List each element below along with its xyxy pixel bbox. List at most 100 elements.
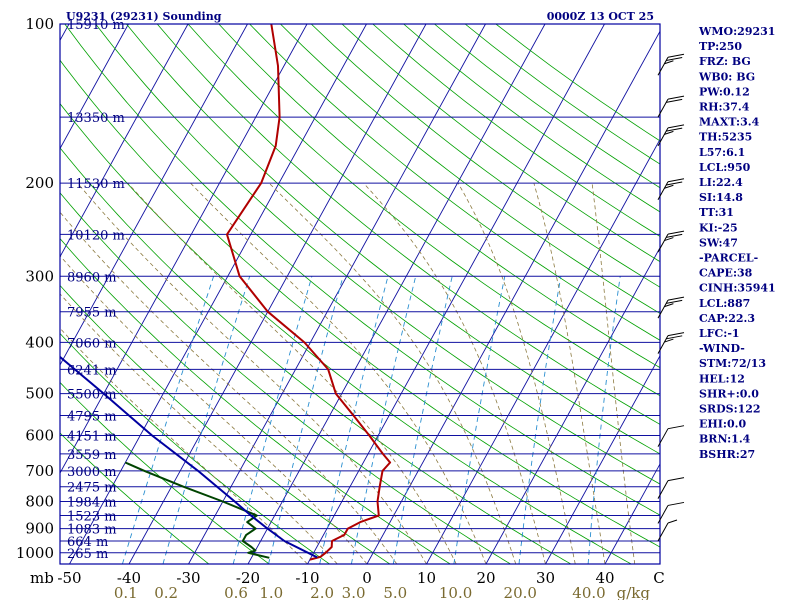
height-label: 15910 m xyxy=(67,18,125,33)
mixing-ratio-unit-label: g/kg xyxy=(617,584,651,600)
wind-barb-flag xyxy=(667,296,685,301)
wind-barb xyxy=(657,332,685,354)
moist-adiabat-line xyxy=(60,211,398,564)
height-label: 4795 m xyxy=(67,410,117,425)
wind-barb xyxy=(657,501,685,524)
wind-barb-staff xyxy=(657,428,669,447)
wind-barb-flag xyxy=(667,332,685,337)
wind-barb-flag xyxy=(667,124,685,129)
pressure-tick-label: 600 xyxy=(25,426,54,444)
wind-barb-flag xyxy=(667,425,685,430)
mixing-ratio-tick-label: 10.0 xyxy=(439,584,472,600)
dry-adiabat-line xyxy=(341,24,660,263)
height-label: 1984 m xyxy=(67,496,117,511)
index-entry: BSHR:27 xyxy=(699,448,755,461)
index-entry: LCL:887 xyxy=(699,297,750,310)
pressure-tick-label: 300 xyxy=(25,267,54,285)
index-entry: PW:0.12 xyxy=(699,85,750,98)
background-grid xyxy=(0,24,660,564)
wind-barb xyxy=(657,95,685,118)
wind-barb-staff xyxy=(657,480,669,499)
temperature-tick-label: -50 xyxy=(57,569,81,587)
pressure-tick-label: 700 xyxy=(25,462,54,480)
mixing-ratio-line xyxy=(392,276,453,564)
pressure-tick-label: 800 xyxy=(25,493,54,511)
pressure-unit-label: mb xyxy=(30,569,54,587)
wind-barb xyxy=(657,519,678,542)
mixing-ratio-tick-label: 0.1 xyxy=(114,584,138,600)
temperature-tick-label: 10 xyxy=(417,569,436,587)
isotherm-line xyxy=(545,354,660,564)
dry-adiabat-line xyxy=(60,59,660,548)
wind-barb-staff xyxy=(657,505,669,524)
height-label: 1523 m xyxy=(67,509,117,524)
dry-adiabat-line xyxy=(95,24,660,485)
index-entry: MAXT:3.4 xyxy=(699,116,760,129)
dry-adiabat-line xyxy=(64,24,660,516)
pressure-tick-label: 200 xyxy=(25,174,54,192)
moist-adiabat-line xyxy=(60,293,338,564)
height-label: 265 m xyxy=(67,547,108,562)
valid-time: 0000Z 13 OCT 25 xyxy=(547,10,654,23)
temperature-unit-label: C xyxy=(653,569,664,587)
temperature-tick-label: 20 xyxy=(476,569,495,587)
wind-barb xyxy=(657,178,685,201)
mixing-ratio-tick-label: 0.2 xyxy=(154,584,178,600)
wind-barb-flag xyxy=(666,98,683,103)
pressure-tick-label: 900 xyxy=(25,520,54,538)
index-entry: TH:5235 xyxy=(699,131,752,144)
height-label: 6241 m xyxy=(67,363,117,378)
height-label: 3000 m xyxy=(67,465,117,480)
mixing-ratio-tick-label: 2.0 xyxy=(310,584,334,600)
index-entry: -PARCEL- xyxy=(699,252,758,265)
height-label: 4151 m xyxy=(67,429,117,444)
index-entry: EHI:0.0 xyxy=(699,418,746,431)
wind-barb xyxy=(657,477,685,499)
isotherm-line xyxy=(60,24,129,150)
mixing-ratio-tick-label: 40.0 xyxy=(572,584,605,600)
height-label: 10120 m xyxy=(67,228,125,243)
isotherm-line xyxy=(426,138,660,564)
indices-panel: WMO:29231 TP:250 FRZ: BG WB0: BG PW:0.12 RH:3… xyxy=(698,25,776,461)
temperature-tick-label: -30 xyxy=(176,569,200,587)
index-entry: SW:47 xyxy=(699,236,738,249)
moist-adiabat-line xyxy=(457,182,576,564)
isotherm-line xyxy=(485,246,660,564)
index-entry: STM:72/13 xyxy=(699,357,766,370)
mixing-ratio-tick-label: 0.6 xyxy=(224,584,248,600)
temperature-trace xyxy=(226,24,392,561)
pressure-tick-label: 400 xyxy=(25,333,54,351)
parcel-trace xyxy=(60,355,318,559)
wind-barb-flag xyxy=(667,95,685,100)
wind-barb xyxy=(657,230,685,253)
plot-area xyxy=(60,24,660,564)
wind-barb-flag xyxy=(667,178,685,183)
wind-barb-flag xyxy=(666,56,683,61)
wind-barb xyxy=(657,53,685,76)
dry-adiabat-line xyxy=(60,381,270,564)
mixing-ratio-tick-label: 1.0 xyxy=(259,584,283,600)
isotherm-line xyxy=(188,24,486,564)
mixing-ratio-line xyxy=(518,276,562,564)
index-entry: WMO:29231 xyxy=(698,25,775,38)
isotherm-line xyxy=(247,24,546,564)
pressure-tick-label: 500 xyxy=(25,385,54,403)
index-entry: FRZ: BG xyxy=(699,55,751,68)
height-label: 664 m xyxy=(67,535,108,550)
index-entry: LFC:-1 xyxy=(699,327,740,340)
dry-adiabat-line xyxy=(310,24,660,288)
wind-barb-flag xyxy=(666,127,683,132)
wind-barb-flag xyxy=(667,53,685,58)
pressure-tick-label: 1000 xyxy=(16,544,54,562)
isotherm-line xyxy=(60,24,189,258)
index-entry: TT:31 xyxy=(699,206,734,219)
wind-barb-flag xyxy=(664,237,674,242)
isotherm-line xyxy=(0,24,10,564)
dry-adiabat-line xyxy=(60,238,451,564)
height-label: 13350 m xyxy=(67,111,125,126)
dry-adiabat-line xyxy=(60,147,572,564)
index-entry: CAPE:38 xyxy=(699,267,753,280)
